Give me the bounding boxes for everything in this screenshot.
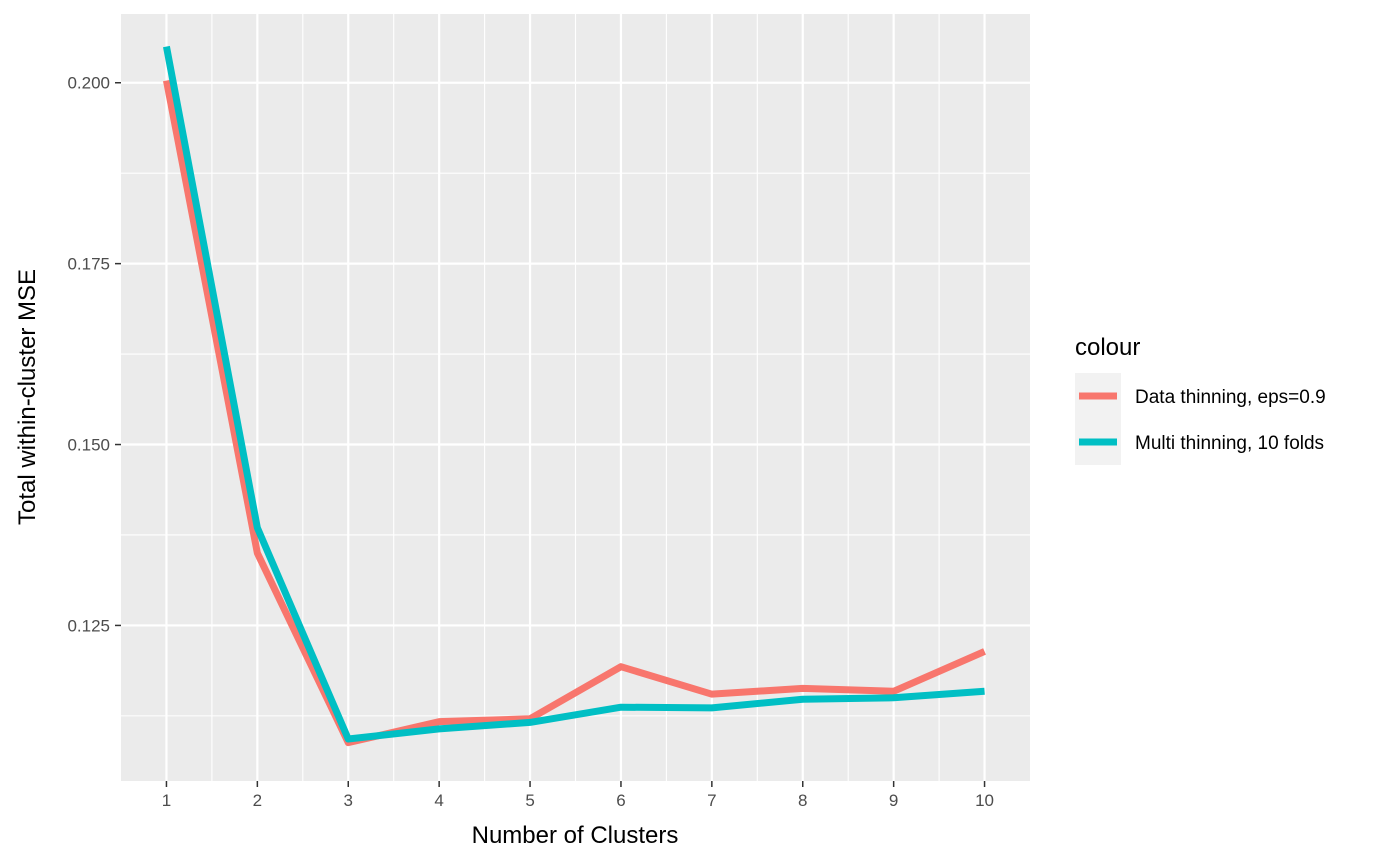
x-tick-label: 5 <box>525 791 534 810</box>
series-line-2 <box>163 45 985 743</box>
y-tick-label: 0.175 <box>67 255 110 274</box>
x-tick-label: 7 <box>707 791 716 810</box>
x-tick-label: 6 <box>616 791 625 810</box>
x-tick-label: 10 <box>975 791 994 810</box>
x-tick-label: 1 <box>162 791 171 810</box>
x-tick-label: 2 <box>253 791 262 810</box>
grid-major <box>121 14 1030 781</box>
y-tick-label: 0.200 <box>67 74 110 93</box>
y-axis: 0.125 0.150 0.175 0.200 <box>67 74 121 635</box>
legend-label-2: Multi thinning, 10 folds <box>1135 433 1324 454</box>
legend-label-1: Data thinning, eps=0.9 <box>1135 387 1326 408</box>
y-tick-label: 0.125 <box>67 616 110 635</box>
series-layer <box>163 45 986 747</box>
y-axis-title: Total within-cluster MSE <box>14 269 41 525</box>
x-axis-title: Number of Clusters <box>472 822 679 849</box>
x-tick-label: 3 <box>344 791 353 810</box>
legend-title: colour <box>1075 334 1140 361</box>
legend-keys: Data thinning, eps=0.9 Multi thinning, 10… <box>1075 373 1326 465</box>
y-tick-label: 0.150 <box>67 436 110 455</box>
x-tick-label: 8 <box>798 791 807 810</box>
x-axis: 1 2 3 4 5 6 7 8 9 10 <box>162 781 994 810</box>
series-line-1 <box>163 79 986 747</box>
x-tick-label: 9 <box>889 791 898 810</box>
legend: colour Data thinning, eps=0.9 Multi thinn… <box>1075 334 1326 465</box>
x-tick-label: 4 <box>434 791 443 810</box>
